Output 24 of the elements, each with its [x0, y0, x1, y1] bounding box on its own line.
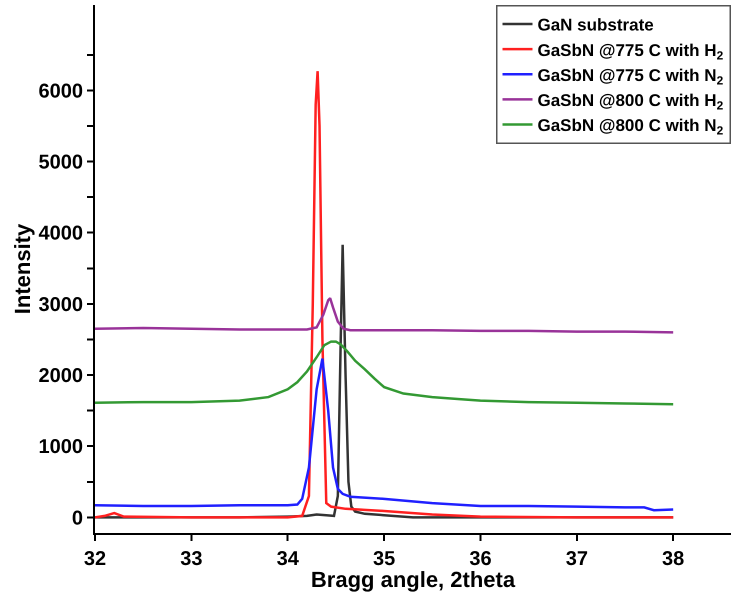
legend-label: GaSbN @800 C with H$_{2}$	[538, 90, 724, 113]
line-series	[95, 340, 674, 406]
x-axis-title: Bragg angle, 2theta	[310, 567, 516, 592]
x-tick-label: 34	[276, 548, 300, 570]
x-tick-label: 37	[566, 548, 588, 570]
legend-label: GaSbN @800 C with N$_{2}$	[538, 116, 724, 138]
x-tick-label: 36	[469, 548, 492, 570]
line-series	[95, 296, 674, 334]
line-series	[95, 357, 674, 512]
y-tick-label: 5000	[38, 152, 83, 174]
y-tick-label: 0	[72, 507, 83, 530]
legend-label: GaSbN @775 C with N$_{2}$	[538, 66, 724, 88]
y-tick-label: 3000	[38, 294, 83, 316]
x-tick-label: 35	[372, 548, 396, 570]
x-tick-label: 33	[180, 548, 202, 570]
y-axis-title: Intensity	[10, 223, 35, 314]
x-tick-label: 38	[662, 548, 684, 570]
y-tick-label: 2000	[38, 365, 83, 388]
legend-label: GaN substrate	[538, 16, 654, 35]
x-tick-label: 32	[84, 548, 106, 570]
y-tick-label: 4000	[38, 222, 83, 245]
legend-label: GaSbN @775 C with H$_{2}$	[538, 40, 724, 62]
y-tick-label: 1000	[38, 436, 83, 458]
y-tick-label: 6000	[38, 80, 83, 102]
